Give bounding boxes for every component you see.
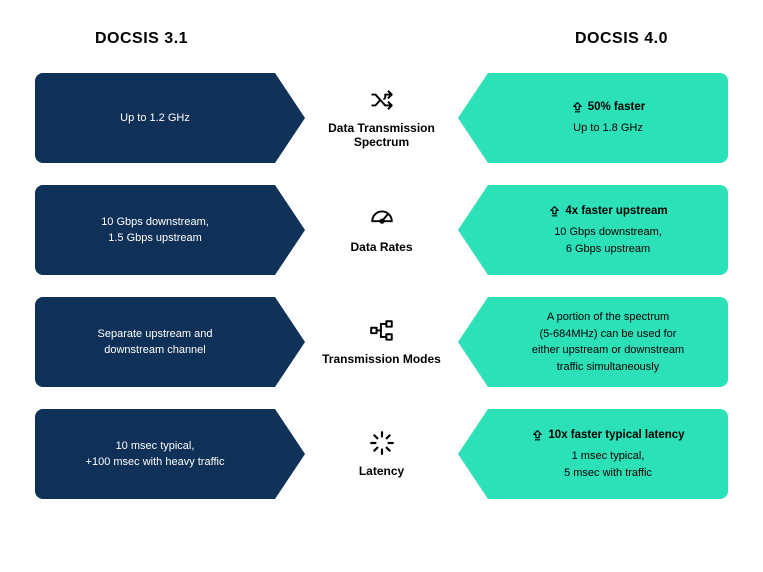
- right-text: Up to 1.8 GHz: [573, 120, 643, 137]
- header-left: DOCSIS 3.1: [95, 30, 188, 48]
- gauge-icon: [369, 206, 395, 232]
- right-text-2: 5 msec with traffic: [564, 465, 652, 482]
- row-rates: 10 Gbps downstream, 1.5 Gbps upstream Da…: [35, 185, 728, 275]
- highlight: 50% faster: [571, 99, 646, 116]
- center-label: Latency: [359, 464, 404, 478]
- row-spectrum: Up to 1.2 GHz Data Transmission Spectrum…: [35, 73, 728, 163]
- right-text-1: A portion of the spectrum: [547, 309, 669, 326]
- left-box-latency: 10 msec typical, +100 msec with heavy tr…: [35, 409, 275, 499]
- row-modes: Separate upstream and downstream channel…: [35, 297, 728, 387]
- spinner-icon: [369, 430, 395, 456]
- shuffle-icon: [369, 87, 395, 113]
- right-text-1: 10 Gbps downstream,: [554, 224, 662, 241]
- left-box-rates: 10 Gbps downstream, 1.5 Gbps upstream: [35, 185, 275, 275]
- right-box-latency: 10x faster typical latency 1 msec typica…: [488, 409, 728, 499]
- left-text-2: downstream channel: [104, 342, 206, 359]
- highlight: 10x faster typical latency: [531, 427, 684, 444]
- rows: Up to 1.2 GHz Data Transmission Spectrum…: [35, 73, 728, 542]
- headers: DOCSIS 3.1 DOCSIS 4.0: [35, 30, 728, 48]
- left-box-modes: Separate upstream and downstream channel: [35, 297, 275, 387]
- left-text: Up to 1.2 GHz: [120, 110, 190, 127]
- right-text-4: traffic simultaneously: [557, 359, 660, 376]
- left-text-1: 10 msec typical,: [116, 438, 195, 455]
- highlight: 4x faster upstream: [548, 203, 667, 220]
- right-text-1: 1 msec typical,: [572, 448, 645, 465]
- header-right: DOCSIS 4.0: [575, 30, 668, 48]
- network-icon: [369, 318, 395, 344]
- right-box-spectrum: 50% faster Up to 1.8 GHz: [488, 73, 728, 163]
- center-label: Data Transmission Spectrum: [310, 121, 453, 149]
- right-box-modes: A portion of the spectrum (5-684MHz) can…: [488, 297, 728, 387]
- comparison-chart: DOCSIS 3.1 DOCSIS 4.0 Up to 1.2 GHz Data…: [35, 30, 728, 542]
- right-text-2: 6 Gbps upstream: [566, 241, 650, 258]
- highlight-text: 10x faster typical latency: [548, 427, 684, 444]
- right-box-rates: 4x faster upstream 10 Gbps downstream, 6…: [488, 185, 728, 275]
- center-spectrum: Data Transmission Spectrum: [275, 73, 488, 163]
- right-text-3: either upstream or downstream: [532, 342, 684, 359]
- center-label: Transmission Modes: [322, 352, 441, 366]
- left-text-2: 1.5 Gbps upstream: [108, 230, 202, 247]
- highlight-text: 4x faster upstream: [565, 203, 667, 220]
- highlight-text: 50% faster: [588, 99, 646, 116]
- row-latency: 10 msec typical, +100 msec with heavy tr…: [35, 409, 728, 499]
- center-rates: Data Rates: [275, 185, 488, 275]
- left-text-1: Separate upstream and: [98, 326, 213, 343]
- right-text-2: (5-684MHz) can be used for: [540, 326, 677, 343]
- center-latency: Latency: [275, 409, 488, 499]
- center-label: Data Rates: [350, 240, 412, 254]
- left-box-spectrum: Up to 1.2 GHz: [35, 73, 275, 163]
- left-text-1: 10 Gbps downstream,: [101, 214, 209, 231]
- left-text-2: +100 msec with heavy traffic: [86, 454, 225, 471]
- center-modes: Transmission Modes: [275, 297, 488, 387]
